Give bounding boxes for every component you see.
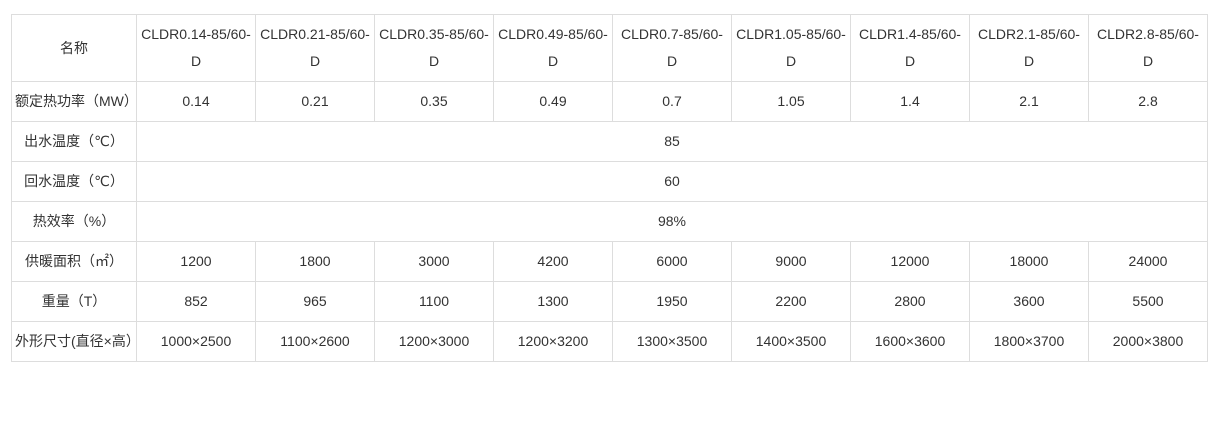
row-label: 回水温度（℃） bbox=[11, 161, 137, 202]
model-header: CLDR0.21-85/60-D bbox=[255, 14, 375, 82]
value-cell: 1600×3600 bbox=[850, 321, 970, 362]
value-cell: 0.21 bbox=[255, 81, 375, 122]
spec-table: 名称 CLDR0.14-85/60-D CLDR0.21-85/60-D CLD… bbox=[11, 14, 1208, 362]
value-cell: 1400×3500 bbox=[731, 321, 851, 362]
model-header: CLDR1.4-85/60-D bbox=[850, 14, 970, 82]
model-header: CLDR0.35-85/60-D bbox=[374, 14, 494, 82]
value-cell: 1300 bbox=[493, 281, 613, 322]
table-row-return-temp: 回水温度（℃） 60 bbox=[11, 161, 1208, 202]
value-cell: 18000 bbox=[969, 241, 1089, 282]
corner-cell: 名称 bbox=[11, 14, 137, 82]
value-cell: 24000 bbox=[1088, 241, 1208, 282]
value-cell: 1950 bbox=[612, 281, 732, 322]
model-header: CLDR0.49-85/60-D bbox=[493, 14, 613, 82]
table-row-thermal-efficiency: 热效率（%） 98% bbox=[11, 201, 1208, 242]
value-cell: 852 bbox=[136, 281, 256, 322]
row-label: 热效率（%） bbox=[11, 201, 137, 242]
value-cell: 0.7 bbox=[612, 81, 732, 122]
row-label: 供暖面积（㎡） bbox=[11, 241, 137, 282]
row-label: 重量（T） bbox=[11, 281, 137, 322]
model-header: CLDR2.8-85/60-D bbox=[1088, 14, 1208, 82]
value-cell: 5500 bbox=[1088, 281, 1208, 322]
value-cell: 965 bbox=[255, 281, 375, 322]
value-cell: 2200 bbox=[731, 281, 851, 322]
value-cell: 0.14 bbox=[136, 81, 256, 122]
value-cell: 1200×3200 bbox=[493, 321, 613, 362]
value-cell: 1000×2500 bbox=[136, 321, 256, 362]
spec-table-container: 名称 CLDR0.14-85/60-D CLDR0.21-85/60-D CLD… bbox=[11, 14, 1208, 362]
value-cell: 0.49 bbox=[493, 81, 613, 122]
table-row-rated-power: 额定热功率（MW） 0.14 0.21 0.35 0.49 0.7 1.05 1… bbox=[11, 81, 1208, 122]
row-label: 出水温度（℃） bbox=[11, 121, 137, 162]
span-value-cell: 85 bbox=[136, 121, 1208, 162]
row-label: 外形尺寸(直径×高） bbox=[11, 321, 140, 362]
value-cell: 4200 bbox=[493, 241, 613, 282]
value-cell: 1200 bbox=[136, 241, 256, 282]
value-cell: 1100×2600 bbox=[255, 321, 375, 362]
value-cell: 6000 bbox=[612, 241, 732, 282]
value-cell: 3600 bbox=[969, 281, 1089, 322]
model-header: CLDR1.05-85/60-D bbox=[731, 14, 851, 82]
span-value-cell: 98% bbox=[136, 201, 1208, 242]
value-cell: 1800 bbox=[255, 241, 375, 282]
value-cell: 2.8 bbox=[1088, 81, 1208, 122]
value-cell: 9000 bbox=[731, 241, 851, 282]
value-cell: 1100 bbox=[374, 281, 494, 322]
value-cell: 2800 bbox=[850, 281, 970, 322]
value-cell: 1.05 bbox=[731, 81, 851, 122]
span-value-cell: 60 bbox=[136, 161, 1208, 202]
value-cell: 2.1 bbox=[969, 81, 1089, 122]
table-row-weight: 重量（T） 852 965 1100 1300 1950 2200 2800 3… bbox=[11, 281, 1208, 322]
table-row-outlet-temp: 出水温度（℃） 85 bbox=[11, 121, 1208, 162]
value-cell: 12000 bbox=[850, 241, 970, 282]
header-row: 名称 CLDR0.14-85/60-D CLDR0.21-85/60-D CLD… bbox=[11, 14, 1208, 82]
value-cell: 1300×3500 bbox=[612, 321, 732, 362]
table-row-dimensions: 外形尺寸(直径×高） 1000×2500 1100×2600 1200×3000… bbox=[11, 321, 1208, 362]
row-label: 额定热功率（MW） bbox=[11, 81, 138, 122]
value-cell: 1.4 bbox=[850, 81, 970, 122]
table-row-heating-area: 供暖面积（㎡） 1200 1800 3000 4200 6000 9000 12… bbox=[11, 241, 1208, 282]
model-header: CLDR0.7-85/60-D bbox=[612, 14, 732, 82]
value-cell: 1200×3000 bbox=[374, 321, 494, 362]
value-cell: 1800×3700 bbox=[969, 321, 1089, 362]
model-header: CLDR0.14-85/60-D bbox=[136, 14, 256, 82]
value-cell: 0.35 bbox=[374, 81, 494, 122]
model-header: CLDR2.1-85/60-D bbox=[969, 14, 1089, 82]
value-cell: 3000 bbox=[374, 241, 494, 282]
value-cell: 2000×3800 bbox=[1088, 321, 1208, 362]
